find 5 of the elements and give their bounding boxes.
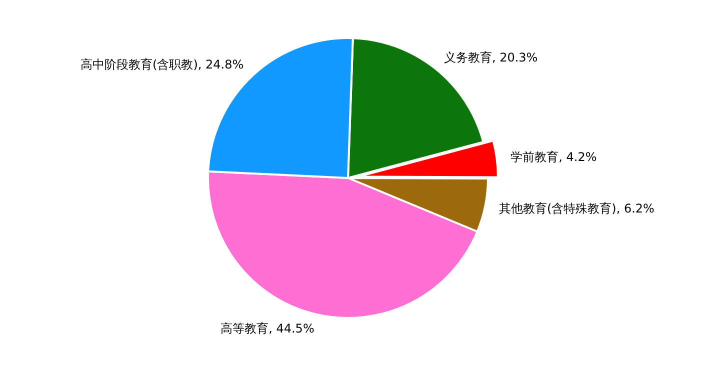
slice-label: 其他教育(含特殊教育), 6.2% [498, 201, 654, 216]
slice-label: 高等教育, 44.5% [220, 321, 314, 336]
slice-label: 高中阶段教育(含职教), 24.8% [80, 58, 244, 72]
slice-label: 义务教育, 20.3% [444, 50, 538, 65]
slice-label: 学前教育, 4.2% [510, 150, 597, 164]
